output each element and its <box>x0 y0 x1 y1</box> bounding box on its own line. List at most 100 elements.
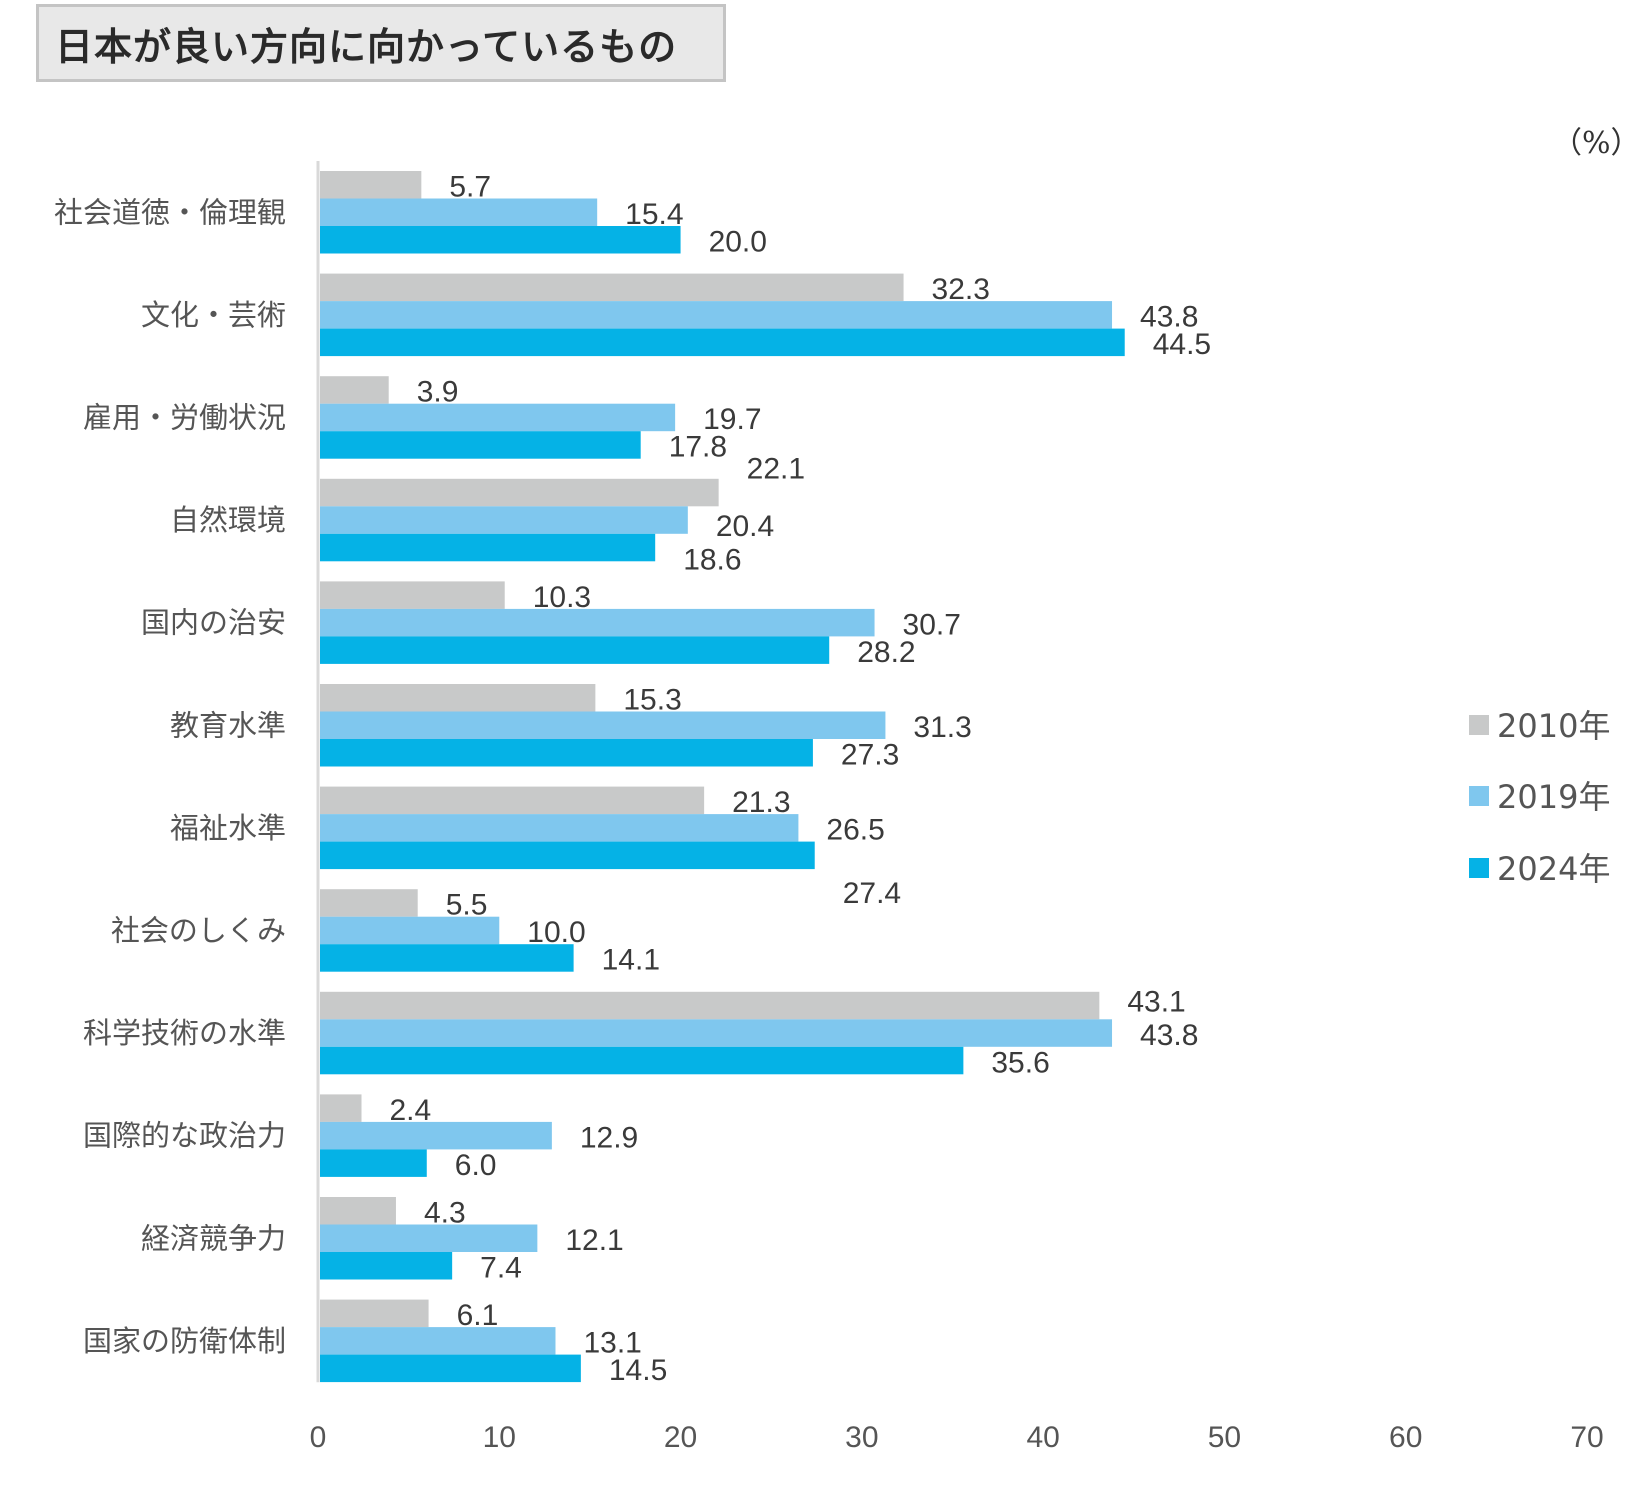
x-tick-label: 60 <box>1389 1421 1422 1454</box>
value-label: 15.3 <box>623 684 681 717</box>
value-label: 12.1 <box>565 1224 623 1257</box>
category-label: 社会のしくみ <box>111 913 286 947</box>
value-label: 43.8 <box>1140 1019 1198 1052</box>
bar-2024年-5 <box>320 739 813 767</box>
bar-2024年-3 <box>320 533 656 562</box>
bar-2010年-4 <box>320 581 505 609</box>
bar-2019年-10 <box>320 1224 538 1252</box>
value-label: 18.6 <box>683 543 741 576</box>
value-label: 3.9 <box>417 376 459 409</box>
x-tick-label: 0 <box>310 1421 327 1454</box>
bar-2019年-4 <box>320 608 875 637</box>
x-tick-label: 20 <box>664 1421 697 1454</box>
x-tick-label: 70 <box>1570 1421 1603 1454</box>
value-label: 2.4 <box>390 1094 432 1127</box>
value-label: 32.3 <box>932 273 990 306</box>
value-label: 7.4 <box>480 1252 522 1285</box>
category-label: 経済競争力 <box>141 1221 286 1255</box>
bar-2010年-10 <box>320 1197 396 1225</box>
value-label: 28.2 <box>857 636 915 669</box>
value-label: 5.7 <box>449 171 491 204</box>
x-tick-label: 10 <box>483 1421 516 1454</box>
x-tick-label: 40 <box>1026 1421 1059 1454</box>
value-label: 10.0 <box>527 916 585 949</box>
legend: 2010年 2019年 2024年 <box>1469 707 1610 888</box>
bar-2010年-5 <box>320 684 596 712</box>
bar-2010年-1 <box>320 273 904 302</box>
category-label: 国際的な政治力 <box>83 1119 286 1153</box>
value-label: 21.3 <box>732 786 790 819</box>
legend-swatch-2010年 <box>1469 715 1489 735</box>
value-label: 26.5 <box>826 814 884 847</box>
value-label: 15.4 <box>625 198 683 231</box>
value-label: 43.8 <box>1140 301 1198 334</box>
legend-label: 2019年 <box>1497 778 1610 816</box>
value-label: 4.3 <box>424 1197 466 1230</box>
value-label: 44.5 <box>1153 328 1211 361</box>
legend-swatch-2024年 <box>1469 858 1489 878</box>
legend-label: 2010年 <box>1497 707 1610 745</box>
value-label: 22.1 <box>747 452 805 485</box>
value-label: 31.3 <box>913 711 971 744</box>
category-labels: 社会道徳・倫理観文化・芸術雇用・労働状況自然環境国内の治安教育水準福祉水準社会の… <box>54 195 286 1358</box>
bar-2019年-1 <box>320 301 1113 329</box>
bar-2019年-0 <box>320 198 598 226</box>
bar-2010年-6 <box>320 786 705 815</box>
bar-2024年-9 <box>320 1149 427 1177</box>
chart-title-box: 日本が良い方向に向かっているもの <box>36 4 726 82</box>
bar-2019年-2 <box>320 403 676 432</box>
bar-2019年-11 <box>320 1327 556 1355</box>
bar-2024年-6 <box>320 841 815 870</box>
value-labels: 5.715.420.032.343.844.53.919.717.822.120… <box>390 171 1212 1388</box>
category-label: 国家の防衛体制 <box>83 1324 286 1358</box>
value-label: 6.0 <box>455 1149 497 1182</box>
x-tick-label: 30 <box>845 1421 878 1454</box>
bar-2024年-7 <box>320 944 574 972</box>
category-label: 国内の治安 <box>141 606 286 640</box>
value-label: 27.3 <box>841 739 899 772</box>
bar-2024年-11 <box>320 1354 581 1383</box>
bar-2019年-7 <box>320 916 500 945</box>
bar-2019年-9 <box>320 1121 552 1150</box>
value-label: 30.7 <box>903 608 961 641</box>
x-tick-label: 50 <box>1208 1421 1241 1454</box>
bar-2019年-6 <box>320 814 799 842</box>
bar-2024年-4 <box>320 636 830 664</box>
bar-2024年-1 <box>320 328 1125 357</box>
value-label: 20.4 <box>716 510 774 543</box>
legend-swatch-2019年 <box>1469 786 1489 806</box>
bar-2010年-3 <box>320 478 719 507</box>
value-label: 35.6 <box>991 1046 1049 1079</box>
value-label: 14.5 <box>609 1354 667 1387</box>
value-label: 14.1 <box>602 944 660 977</box>
value-label: 6.1 <box>457 1299 499 1332</box>
category-label: 教育水準 <box>170 708 286 742</box>
category-label: 自然環境 <box>170 503 286 537</box>
value-label: 12.9 <box>580 1121 638 1154</box>
bar-2024年-10 <box>320 1252 453 1280</box>
value-label: 13.1 <box>583 1327 641 1360</box>
bar-2019年-8 <box>320 1019 1113 1047</box>
bar-2010年-9 <box>320 1094 362 1122</box>
category-label: 科学技術の水準 <box>83 1016 286 1050</box>
bar-2010年-11 <box>320 1299 429 1328</box>
value-label: 27.4 <box>843 877 901 910</box>
category-label: 社会道徳・倫理観 <box>54 195 286 229</box>
bar-2019年-5 <box>320 711 886 739</box>
value-label: 20.0 <box>709 226 767 259</box>
bar-2010年-2 <box>320 376 389 404</box>
value-label: 19.7 <box>703 403 761 436</box>
bar-2024年-0 <box>320 226 681 254</box>
value-label: 17.8 <box>669 431 727 464</box>
category-label: 文化・芸術 <box>141 298 286 332</box>
category-label: 福祉水準 <box>170 811 286 845</box>
bar-2024年-2 <box>320 431 641 459</box>
unit-label: （%） <box>1552 126 1641 161</box>
category-label: 雇用・労働状況 <box>83 400 286 434</box>
bar-2010年-8 <box>320 991 1100 1020</box>
bar-2024年-8 <box>320 1046 964 1075</box>
bar-2010年-0 <box>320 171 422 199</box>
bar-2010年-7 <box>320 889 418 917</box>
bar-2019年-3 <box>320 506 688 534</box>
